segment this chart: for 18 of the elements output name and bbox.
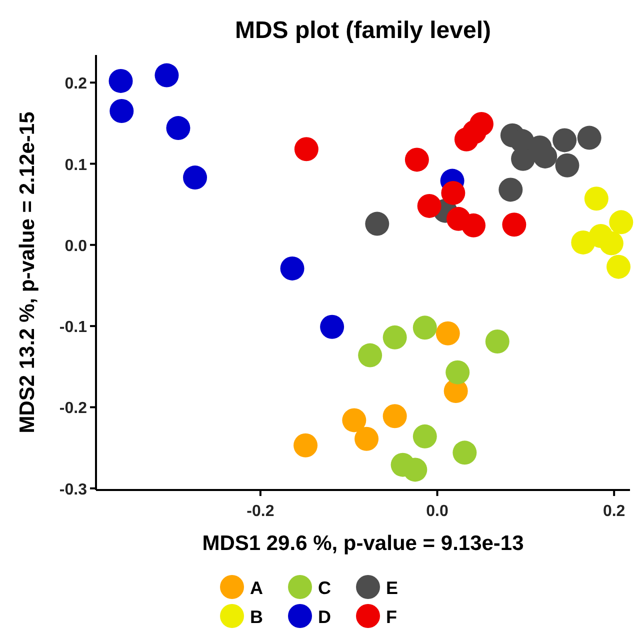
legend-label: C [318,578,331,598]
legend-label: F [386,607,397,627]
x-tick-label: 0.0 [426,503,448,520]
y-tick-label: 0.0 [64,238,88,255]
legend-label: B [250,607,263,627]
legend-label: E [386,578,398,598]
y-tick-label: -0.1 [59,319,88,336]
y-tick-label: 0.1 [64,156,88,174]
y-tick-label: 0.2 [64,76,88,93]
legend-label: D [318,607,331,627]
x-tick-label: -0.2 [246,503,274,520]
y-tick-label: -0.2 [59,400,88,418]
x-axis-title: MDS1 29.6 %, p-value = 9.13e-13 [202,532,524,555]
legend-label: A [250,578,263,598]
y-tick-label: -0.3 [59,481,88,498]
y-axis-title: MDS2 13.2 %, p-value = 2.12e-15 [16,111,39,434]
chart-title: MDS plot (family level) [234,17,492,44]
x-tick-label: 0.2 [602,503,626,520]
